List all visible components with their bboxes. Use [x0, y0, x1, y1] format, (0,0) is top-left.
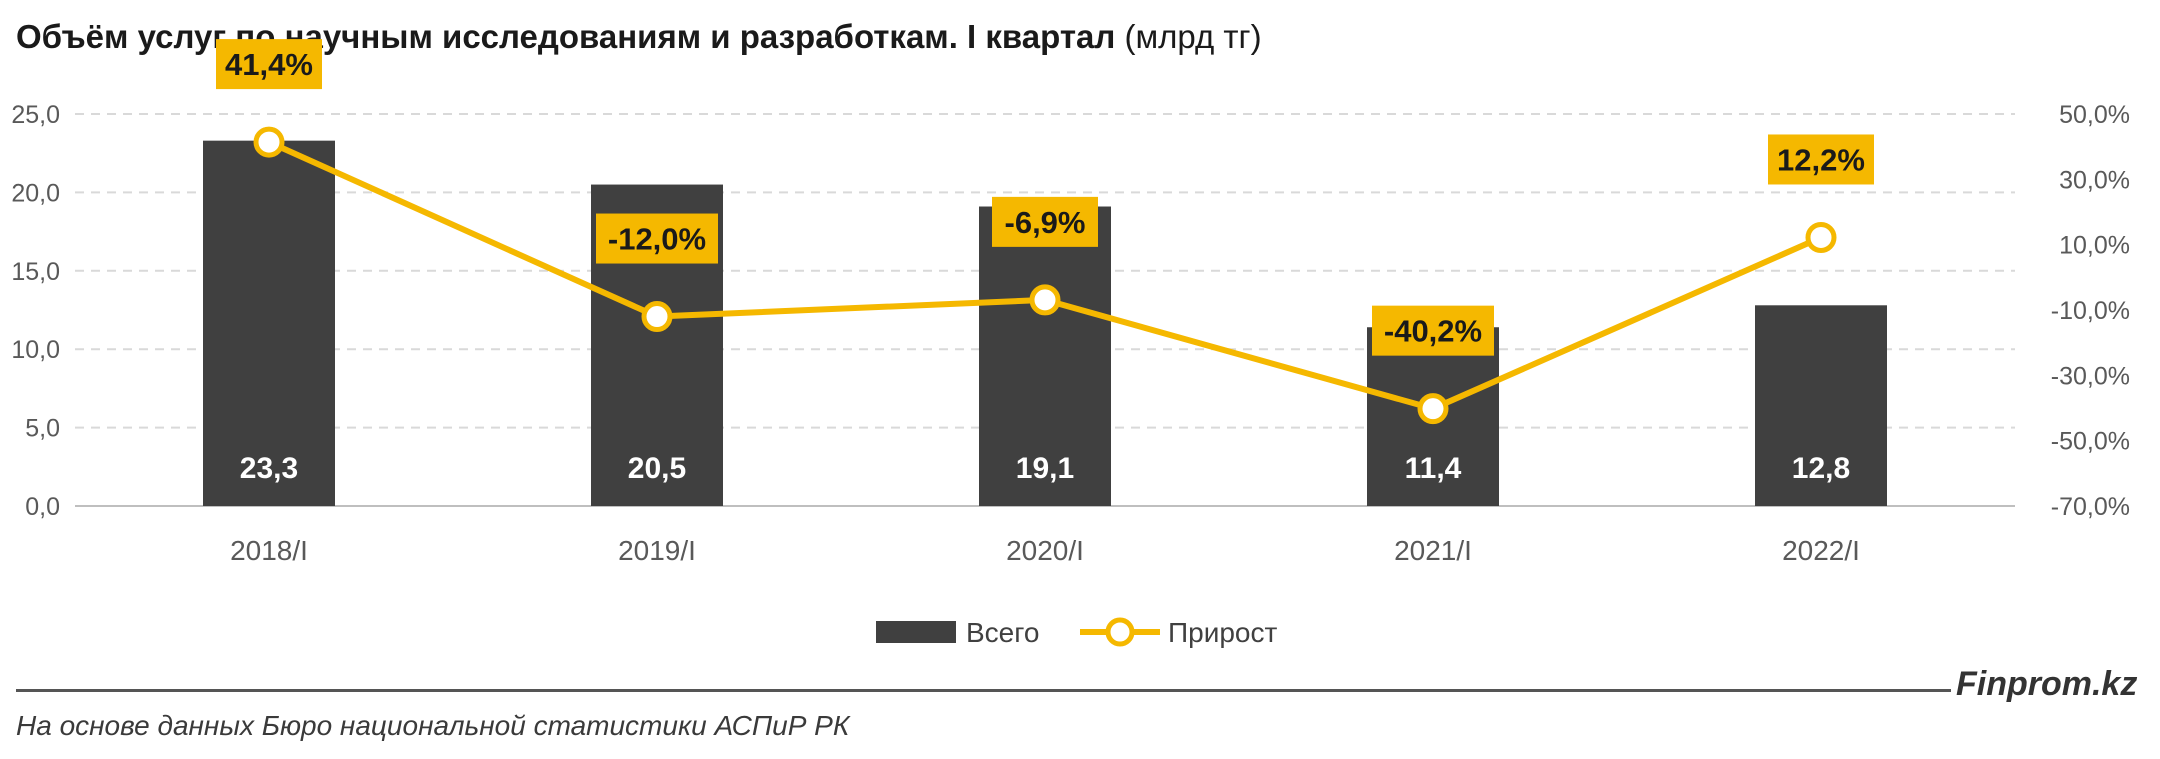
bar-value-label: 19,1 [1016, 452, 1074, 485]
bar-value-label: 20,5 [628, 452, 686, 485]
bar [1755, 305, 1887, 506]
growth-marker [641, 301, 673, 333]
y-right-tick-label: -50,0% [2051, 428, 2130, 456]
chart-title: Объём услуг по научным исследованиям и р… [16, 18, 1262, 56]
y-left-tick-label: 15,0 [11, 258, 60, 286]
growth-value-label: 12,2% [1777, 142, 1865, 177]
legend-label-total: Всего [966, 617, 1039, 648]
growth-value-label: -40,2% [1384, 314, 1482, 349]
y-left-tick-label: 10,0 [11, 336, 60, 364]
growth-label-box [992, 196, 1098, 247]
x-tick-label: 2018/I [230, 535, 308, 566]
bar-value-label: 23,3 [240, 452, 298, 485]
legend-swatch-growth-marker [1105, 617, 1135, 647]
brand-label: Finprom.kz [1956, 665, 2138, 703]
growth-label-box [1372, 305, 1494, 356]
y-left-tick-label: 25,0 [11, 101, 60, 129]
y-right-tick-label: 50,0% [2059, 101, 2130, 129]
chart-title-main: Объём услуг по научным исследованиям и р… [16, 18, 1116, 55]
bar [203, 140, 335, 506]
growth-label-box [216, 39, 322, 90]
x-tick-label: 2022/I [1782, 535, 1860, 566]
y-right-tick-label: 30,0% [2059, 166, 2130, 194]
legend-swatch-total [876, 621, 956, 643]
y-left-tick-label: 5,0 [25, 415, 60, 443]
growth-label-box [596, 213, 718, 264]
growth-value-label: -12,0% [608, 222, 706, 257]
growth-marker [1805, 221, 1837, 253]
footer-divider [16, 689, 1951, 692]
chart: 0,0 5,0 10,0 15,0 20,0 25,0 -70,0% -50,0% -30,0%… [11, 39, 2130, 648]
y-right-tick-label: -10,0% [2051, 297, 2130, 325]
y-left-tick-label: 0,0 [25, 493, 60, 521]
y-right-tick-label: -70,0% [2051, 493, 2130, 521]
growth-marker [1029, 284, 1061, 316]
x-tick-label: 2021/I [1394, 535, 1472, 566]
x-tick-label: 2020/I [1006, 535, 1084, 566]
y-right-tick-label: 10,0% [2059, 232, 2130, 260]
legend-label-growth: Прирост [1168, 617, 1277, 648]
growth-label-box [1768, 134, 1874, 185]
y-right-tick-label: -30,0% [2051, 362, 2130, 390]
growth-marker [1417, 393, 1449, 425]
x-tick-label: 2019/I [618, 535, 696, 566]
chart-title-unit: (млрд тг) [1124, 18, 1262, 55]
growth-value-label: 41,4% [225, 47, 313, 82]
source-note: На основе данных Бюро национальной стати… [16, 710, 850, 741]
growth-marker [253, 126, 285, 158]
growth-value-label: -6,9% [1005, 205, 1086, 240]
y-left-tick-label: 20,0 [11, 179, 60, 207]
bar-value-label: 12,8 [1792, 452, 1850, 485]
bar-value-label: 11,4 [1405, 452, 1462, 485]
bar [979, 206, 1111, 506]
